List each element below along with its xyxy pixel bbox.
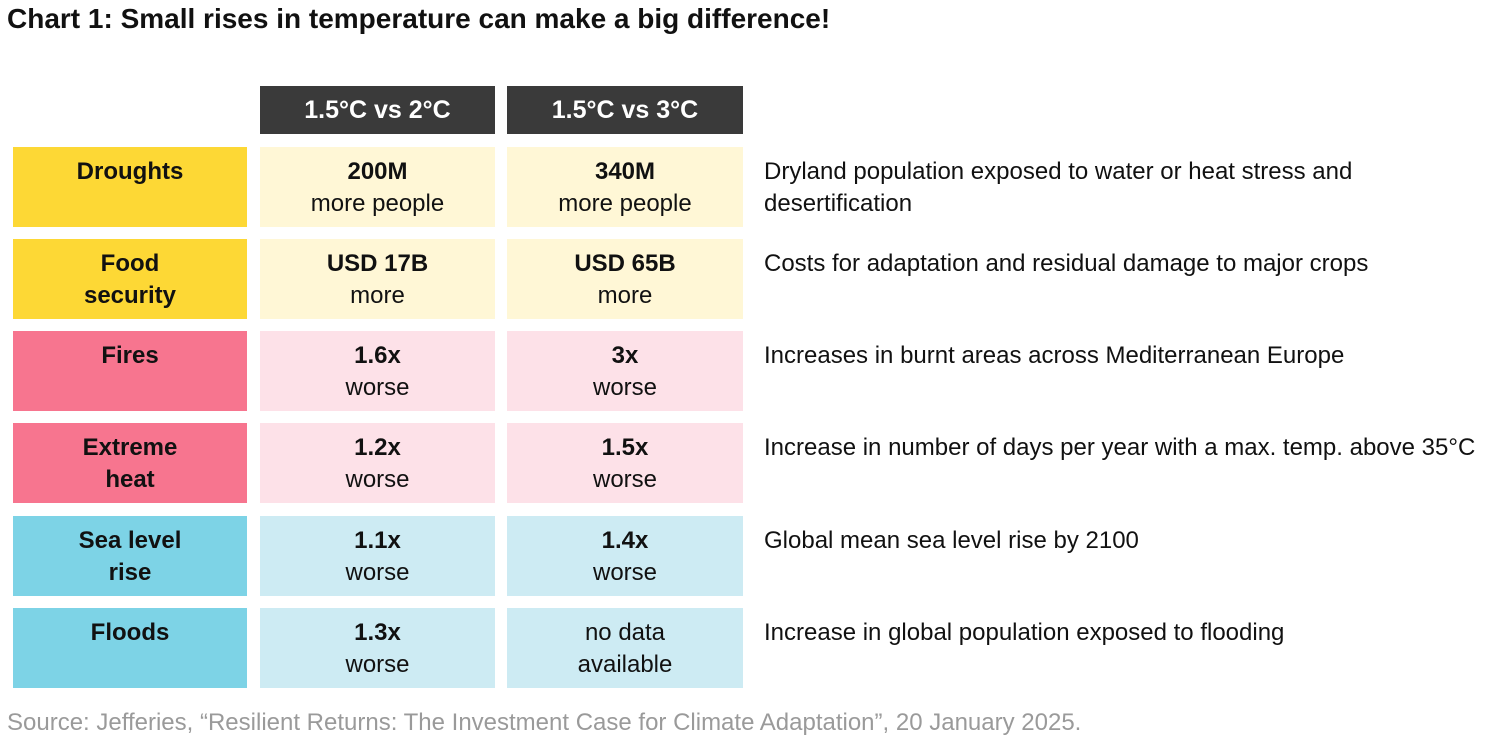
- column-header-2: 1.5°C vs 3°C: [507, 86, 743, 134]
- chart-title: Chart 1: Small rises in temperature can …: [7, 3, 831, 34]
- value-main: 1.3x: [354, 619, 401, 646]
- value-cell-col1: 200M more people: [260, 147, 495, 227]
- value-cell-col2: 3x worse: [507, 331, 743, 411]
- value-sub: worse: [345, 651, 410, 678]
- value-sub: worse: [592, 374, 658, 401]
- value-cell-col1: 1.1x worse: [260, 516, 495, 596]
- value-sub: more: [597, 282, 653, 309]
- row-label: Floods: [13, 608, 247, 688]
- value-cell-col2: 340M more people: [507, 147, 743, 227]
- value-cell-col2: USD 65B more: [507, 239, 743, 319]
- value-sub: more people: [310, 190, 445, 217]
- value-sub: worse: [592, 466, 658, 493]
- value-sub: more: [350, 282, 405, 309]
- row-description: Increases in burnt areas across Mediterr…: [764, 342, 1345, 369]
- source-note: Source: Jefferies, “Resilient Returns: T…: [7, 709, 1082, 736]
- row-description: Global mean sea level rise by 2100: [764, 527, 1139, 554]
- value-main: 200M: [347, 158, 408, 185]
- column-header-1: 1.5°C vs 2°C: [260, 86, 495, 134]
- value-sub: worse: [345, 374, 410, 401]
- value-cell-col2: 1.5x worse: [507, 423, 743, 503]
- value-main: 1.4x: [601, 527, 649, 554]
- value-cell-col1: 1.6x worse: [260, 331, 495, 411]
- row-description: Dryland population exposed to water or h…: [764, 158, 1353, 217]
- row-label: Extreme heat: [13, 423, 247, 503]
- value-main: USD 17B: [326, 250, 429, 277]
- row-label: Droughts: [13, 147, 247, 227]
- value-sub: more people: [558, 190, 692, 217]
- value-main: 340M: [594, 158, 656, 185]
- row-label: Food security: [13, 239, 247, 319]
- row-description: Increase in number of days per year with…: [764, 434, 1476, 461]
- value-sub: worse: [592, 559, 658, 586]
- value-sub: no data available: [577, 619, 673, 678]
- value-cell-col1: 1.2x worse: [260, 423, 495, 503]
- value-sub: worse: [345, 559, 410, 586]
- value-main: 1.2x: [354, 434, 401, 461]
- row-description: Increase in global population exposed to…: [764, 619, 1285, 646]
- value-main: 3x: [611, 342, 639, 369]
- row-label: Fires: [13, 331, 247, 411]
- value-cell-col1: 1.3x worse: [260, 608, 495, 688]
- value-sub: worse: [345, 466, 410, 493]
- value-main: 1.1x: [354, 527, 401, 554]
- value-main: 1.6x: [354, 342, 401, 369]
- value-cell-col2: no data available: [507, 608, 743, 688]
- value-cell-col1: USD 17B more: [260, 239, 495, 319]
- value-cell-col2: 1.4x worse: [507, 516, 743, 596]
- row-label: Sea level rise: [13, 516, 247, 596]
- value-main: USD 65B: [574, 250, 676, 277]
- value-main: 1.5x: [601, 434, 649, 461]
- row-description: Costs for adaptation and residual damage…: [764, 250, 1369, 277]
